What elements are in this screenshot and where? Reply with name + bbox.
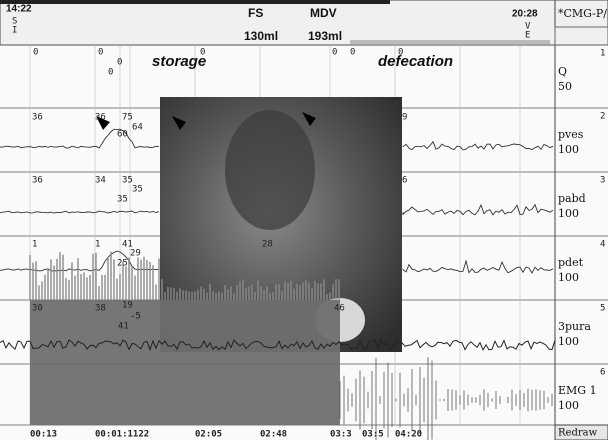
emg-area xyxy=(30,300,340,425)
reading: 34 xyxy=(95,176,106,186)
marker: I xyxy=(12,26,17,36)
reading: 0 xyxy=(200,48,205,58)
reading: -5 xyxy=(130,312,141,322)
mode: *CMG-P/ xyxy=(558,7,607,20)
annotation: defecation xyxy=(378,53,453,70)
reading: 0 xyxy=(117,58,122,68)
channel-scale: 100 xyxy=(558,207,579,220)
channel-index: 1 xyxy=(600,49,605,59)
reading: 36 xyxy=(32,113,43,123)
channel-scale: 100 xyxy=(558,143,579,156)
reading: 38 xyxy=(95,304,106,314)
reading: 1 xyxy=(32,240,37,250)
time-label: 03:5 xyxy=(362,430,384,440)
channel-index: 6 xyxy=(600,368,605,378)
reading: 75 xyxy=(122,113,133,123)
reading: 35 xyxy=(132,185,143,195)
marker: S xyxy=(12,17,17,27)
reading: 36 xyxy=(32,176,43,186)
reading: 0 xyxy=(332,48,337,58)
fs-label: FS xyxy=(248,6,263,20)
progress-bar xyxy=(0,0,390,4)
arrowhead xyxy=(302,112,316,126)
reading: 6 xyxy=(402,176,407,186)
channel-name: pdet xyxy=(558,256,584,269)
signal-trace xyxy=(0,338,556,352)
redraw-button[interactable] xyxy=(554,424,608,440)
channel-index: 4 xyxy=(600,240,605,250)
time-end: 20:28 xyxy=(512,9,538,20)
reading: 41 xyxy=(122,240,133,250)
fluoroscopy-shadow xyxy=(225,110,315,230)
channel-index: 3 xyxy=(600,176,605,186)
signal-trace xyxy=(0,203,554,216)
channel-scale: 100 xyxy=(558,335,579,348)
reading: 9 xyxy=(402,113,407,123)
signal-trace xyxy=(0,128,554,151)
reading: 46 xyxy=(334,304,345,314)
reading: 0 xyxy=(33,48,38,58)
channel-name: pabd xyxy=(558,192,586,205)
reading: 36 xyxy=(95,113,106,123)
reading: 19 xyxy=(122,301,133,311)
reading: 35 xyxy=(117,195,128,205)
time-label: 02:48 xyxy=(260,430,287,440)
reading: 0 xyxy=(108,68,113,78)
time-label: 02:05 xyxy=(195,430,222,440)
time-label: 00:01:1122 xyxy=(95,430,149,440)
channel-index: 2 xyxy=(600,112,605,122)
arrowhead xyxy=(96,116,110,130)
header-bar xyxy=(0,0,608,46)
reading: 28 xyxy=(262,240,273,250)
channel-scale: 100 xyxy=(558,399,579,412)
channel-scale: 50 xyxy=(558,80,572,93)
reading: 1 xyxy=(95,240,100,250)
arrowhead xyxy=(172,116,186,130)
time-label: 03:3 xyxy=(330,430,352,440)
reading: 64 xyxy=(132,123,143,133)
reading: 41 xyxy=(118,322,129,332)
reading: 60 xyxy=(117,130,128,140)
channel-name: 3pura xyxy=(558,320,591,333)
fs-value: 130ml xyxy=(244,29,278,43)
annotation: storage xyxy=(152,53,206,70)
channel-name: EMG 1 xyxy=(558,384,597,397)
redraw-label[interactable]: Redraw xyxy=(558,428,598,439)
progress-track xyxy=(350,40,550,44)
channel-index: 5 xyxy=(600,304,605,314)
reading: 0 xyxy=(98,48,103,58)
mdv-label: MDV xyxy=(310,6,337,20)
traces xyxy=(0,128,556,440)
reading: 35 xyxy=(122,176,133,186)
reading: 0 xyxy=(398,48,403,58)
marker: E xyxy=(525,31,530,41)
time-start: 14:22 xyxy=(6,4,32,15)
reading: 25 xyxy=(117,259,128,269)
marker: V xyxy=(525,22,531,32)
time-label: 04:20 xyxy=(395,430,422,440)
channel-name: Q xyxy=(558,65,567,78)
mdv-value: 193ml xyxy=(308,29,342,43)
time-label: 00:13 xyxy=(30,430,57,440)
reading: 29 xyxy=(130,249,141,259)
channel-scale: 100 xyxy=(558,271,579,284)
channel-name: pves xyxy=(558,128,584,141)
reading: 0 xyxy=(350,48,355,58)
reading: 30 xyxy=(32,304,43,314)
